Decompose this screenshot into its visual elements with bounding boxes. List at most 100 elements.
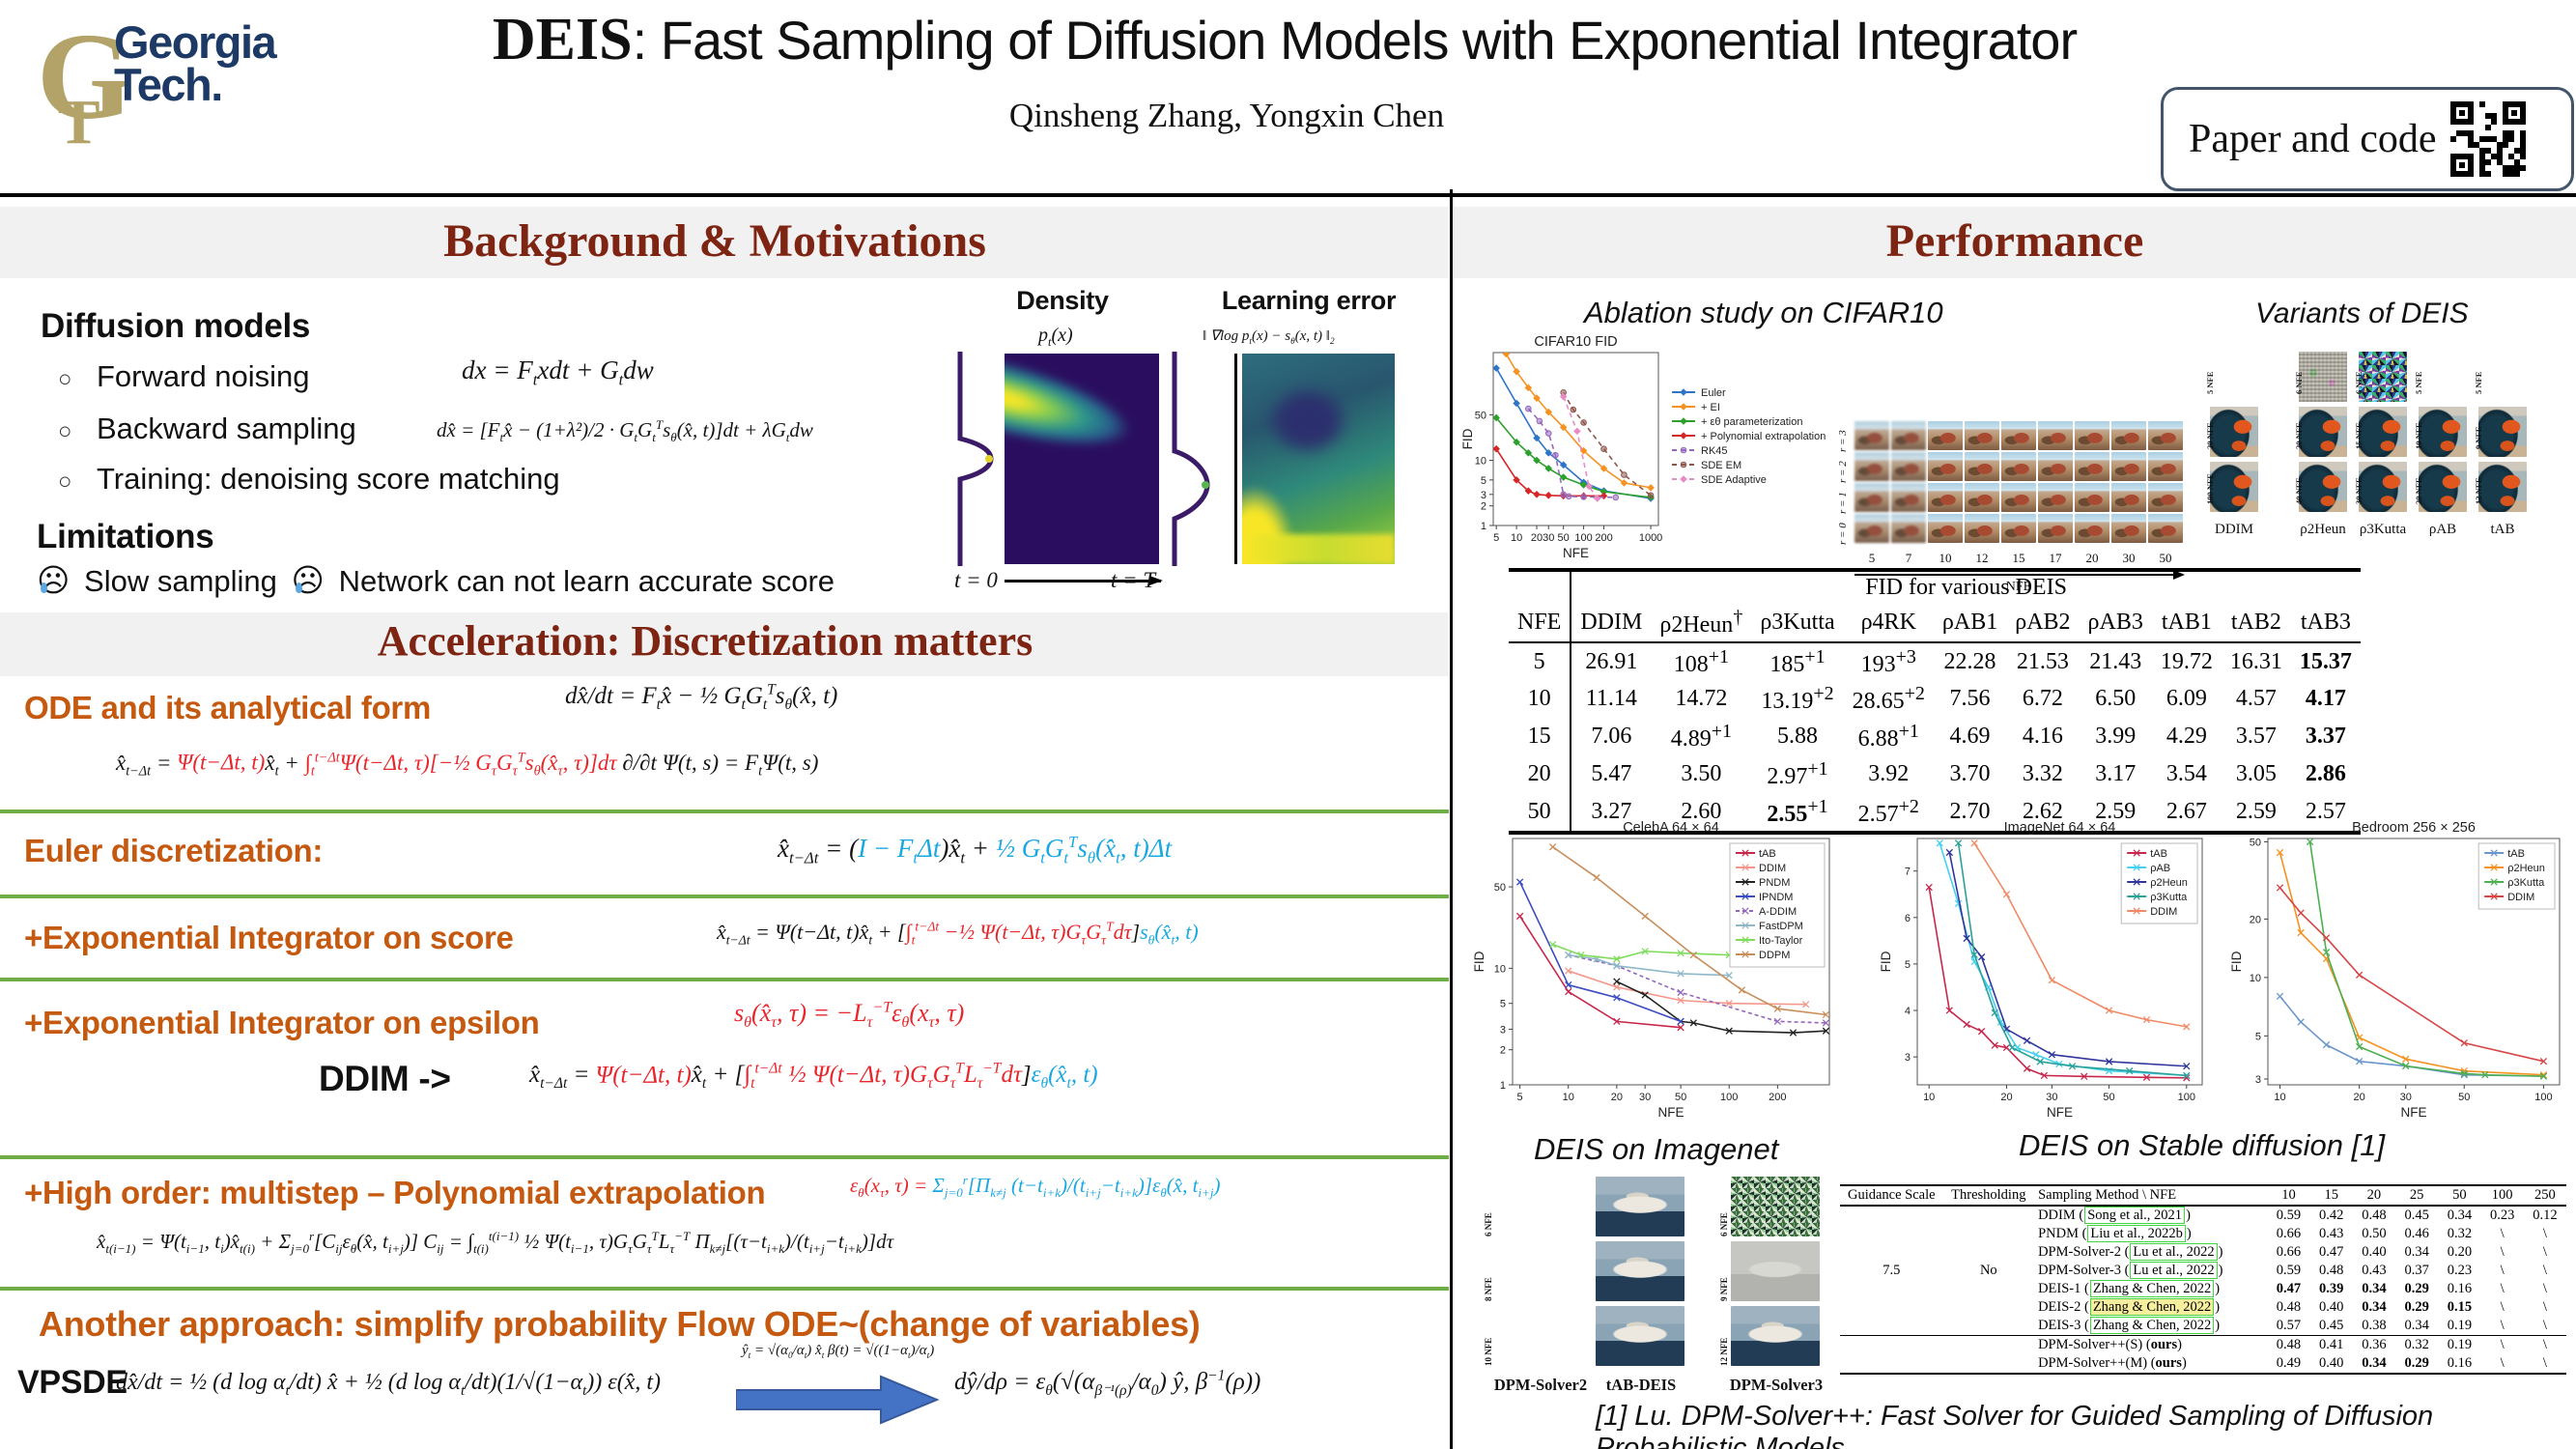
- eq-polynomial: εθ(xτ, τ) = Σj=0r[Πk≠j (t−ti+k)/(ti+j−ti…: [850, 1173, 1221, 1201]
- stable-cell: 0.48: [2362, 1208, 2387, 1223]
- grid-label: 5 NFE: [2474, 371, 2483, 394]
- stable-nfe-header: 20: [2352, 1185, 2396, 1207]
- paper-and-code-button[interactable]: Paper and code: [2161, 87, 2574, 191]
- bullet-icon: ○: [58, 418, 72, 444]
- svg-text:50: 50: [2458, 1092, 2470, 1103]
- svg-text:7: 7: [1905, 867, 1911, 878]
- fid-cell: 2.59: [2095, 798, 2137, 824]
- acceleration-band: [0, 612, 1449, 676]
- column-divider: [1450, 189, 1453, 1449]
- grid-label: DPM-Solver2: [1493, 1376, 1588, 1394]
- sample-image: [2299, 407, 2347, 457]
- grid-label: 10 NFE: [2414, 422, 2423, 449]
- sample-image: [1965, 483, 1999, 512]
- svg-text:20: 20: [2250, 914, 2261, 925]
- sample-image: [2299, 352, 2347, 402]
- sample-image: [2210, 462, 2258, 512]
- sample-image: [2001, 483, 2036, 512]
- eq-euler: x̂t−Δt = (I − FtΔt)x̂t + ½ GtGtTsθ(x̂t, …: [778, 833, 1173, 867]
- sample-image: [2111, 421, 2146, 450]
- svg-text:NFE: NFE: [2047, 1105, 2073, 1120]
- svg-text:ImageNet 64 × 64: ImageNet 64 × 64: [2004, 820, 2116, 836]
- chart-svg-cifar10-fid: 5 10 20 30 50 100 200 1000 1 23 5 10 50 CIFAR10 FID NF…: [1460, 334, 1826, 560]
- sample-image: [2419, 352, 2467, 402]
- sample-image: [2075, 483, 2109, 512]
- svg-text:10: 10: [1494, 963, 1506, 975]
- sample-image: [1495, 1177, 1584, 1236]
- fid-col-header: ρAB2: [2006, 603, 2080, 643]
- svg-text:100: 100: [2534, 1092, 2552, 1103]
- svg-text:6: 6: [1905, 913, 1911, 924]
- svg-text:FID: FID: [1472, 951, 1486, 972]
- fid-cell: 3.05: [2235, 760, 2277, 786]
- sample-image: [1891, 421, 1926, 450]
- fid-cell: 21.53: [2016, 648, 2069, 674]
- stable-cell: 0.15: [2447, 1299, 2473, 1315]
- fid-cell: 6.72: [2022, 686, 2063, 712]
- fid-col-header: ρAB1: [1933, 603, 2007, 643]
- fid-cell: 2.59: [2235, 798, 2277, 824]
- stable-cell: \: [2542, 1244, 2547, 1260]
- eq-epsilon: sθ(x̂τ, τ) = −Lτ−Tεθ(xτ, τ): [734, 999, 965, 1032]
- bullet-icon: ○: [58, 366, 72, 392]
- svg-text:200: 200: [1595, 532, 1612, 544]
- sample-image: [1596, 1241, 1684, 1301]
- fid-cell: 11.14: [1585, 686, 1637, 712]
- fid-cell: 5.88: [1776, 724, 1818, 750]
- stable-row: DPM-Solver++(M) (ours) 0.49 0.40 0.34 0.29 0.…: [1840, 1354, 2566, 1374]
- sample-image: [1731, 1241, 1820, 1301]
- sampling-method: DPM-Solver-2 (Lu et al., 2022): [2038, 1243, 2223, 1261]
- svg-text:A-DDIM: A-DDIM: [1759, 906, 1797, 918]
- grid-label: 100 NFE: [2205, 473, 2215, 504]
- svg-text:DDIM: DDIM: [1759, 863, 1786, 874]
- fid-col-header: tAB2: [2221, 603, 2291, 643]
- svg-text:DDIM: DDIM: [2150, 906, 2177, 918]
- fid-cell: 14.72: [1675, 686, 1728, 712]
- divider-green: [0, 1155, 1449, 1159]
- sample-image: [1854, 514, 1889, 543]
- stable-cell: \: [2500, 1226, 2505, 1241]
- citation: Song et al., 2021: [2084, 1207, 2186, 1224]
- svg-text:50: 50: [1675, 1092, 1686, 1103]
- fid-cell: 22.28: [1943, 648, 1996, 674]
- sampling-method: DDIM (Song et al., 2021): [2038, 1207, 2191, 1224]
- fid-cell: 4.29: [2166, 724, 2207, 750]
- stable-cell: 0.12: [2533, 1208, 2558, 1223]
- svg-text:200: 200: [1769, 1092, 1786, 1103]
- performance-band: [1454, 207, 2576, 278]
- citation: Lu et al., 2022: [2130, 1243, 2218, 1261]
- svg-text:NFE: NFE: [1658, 1105, 1684, 1120]
- grid-label: 15 NFE: [2354, 422, 2364, 449]
- svg-text:30: 30: [2046, 1092, 2057, 1103]
- stable-row: DPM-Solver-2 (Lu et al., 2022) 0.66 0.47 0.…: [1840, 1243, 2566, 1262]
- svg-text:4: 4: [1905, 1006, 1911, 1017]
- thresholding-value: No: [1979, 1263, 1997, 1278]
- svg-text:CelebA 64 × 64: CelebA 64 × 64: [1623, 820, 1719, 836]
- fid-cell: 3.54: [2166, 760, 2207, 786]
- initial-density-curve: [957, 352, 994, 566]
- series-ρ3Kutta: [1957, 842, 2187, 1077]
- svg-text:10: 10: [1923, 1092, 1935, 1103]
- error-subtitle: ‖ ∇log pt(x) − sθ(x, t) ‖2: [1203, 328, 1335, 347]
- stable-cell: 0.40: [2319, 1355, 2344, 1371]
- sample-image: [1731, 1177, 1820, 1236]
- stable-cell: 0.48: [2319, 1263, 2344, 1278]
- stable-nfe-header: 100: [2480, 1185, 2524, 1207]
- sample-image: [2299, 462, 2347, 512]
- fid-col-header: tAB1: [2151, 603, 2222, 643]
- svg-text:SDE EM: SDE EM: [1701, 460, 1741, 471]
- fid-cell: 3.99: [2095, 724, 2137, 750]
- fid-col-header: ρ4RK: [1843, 603, 1934, 643]
- fid-row: 50 3.27 2.60 2.55+1 2.57+2 2.70 2.62 2.59 2.67 2.…: [1509, 792, 2361, 833]
- stable-diffusion-title: DEIS on Stable diffusion [1]: [2019, 1128, 2386, 1162]
- ode-heading: ODE and its analytical form: [24, 690, 432, 725]
- sample-image: [2210, 352, 2258, 402]
- sample-image: [1731, 1306, 1820, 1366]
- stable-cell: 0.29: [2404, 1281, 2429, 1296]
- stable-cell: 0.32: [2395, 1335, 2439, 1354]
- svg-text:ρ2Heun: ρ2Heun: [2507, 863, 2545, 874]
- svg-text:100: 100: [1574, 532, 1592, 544]
- tT-label: t = T: [1111, 568, 1156, 592]
- svg-text:ρAB: ρAB: [2150, 863, 2170, 874]
